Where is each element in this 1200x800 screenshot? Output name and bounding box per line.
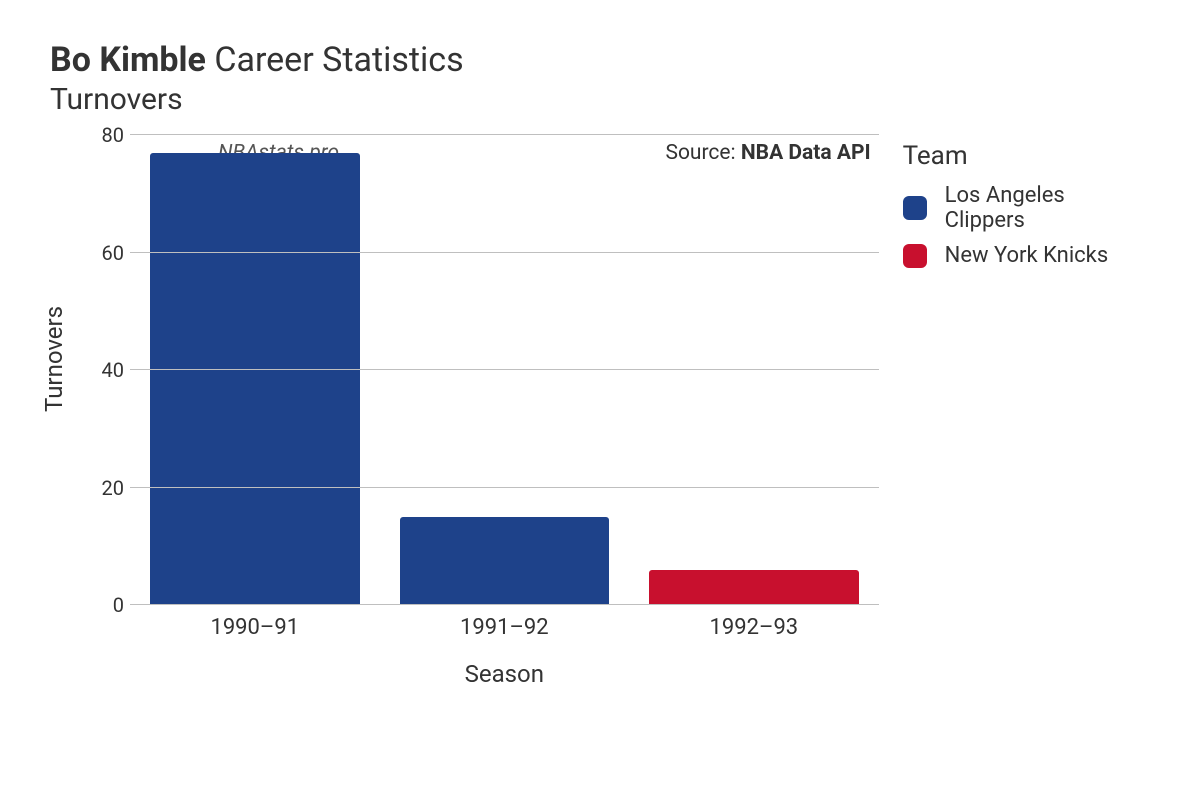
title-bold: Bo Kimble [50, 40, 206, 80]
chart-container: Bo Kimble Career Statistics Turnovers Tu… [0, 0, 1200, 800]
title-block: Bo Kimble Career Statistics Turnovers [50, 40, 1150, 117]
legend: Team Los Angeles Clippers New York Knicks [903, 141, 1150, 278]
gridline [130, 369, 879, 370]
legend-items: Los Angeles Clippers New York Knicks [903, 183, 1150, 268]
x-tick-label: 1991–92 [400, 615, 610, 640]
chart-wrap: Turnovers NBAstats.pro Source: NBA Data … [50, 135, 879, 688]
chart-row: Turnovers NBAstats.pro Source: NBA Data … [50, 135, 1150, 688]
chart-subtitle: Turnovers [50, 82, 1150, 117]
title-rest: Career Statistics [206, 40, 464, 80]
y-axis-title: Turnovers [40, 305, 68, 411]
x-tick-label: 1990–91 [150, 615, 360, 640]
x-axis-title: Season [130, 660, 879, 688]
gridline [130, 134, 879, 135]
x-axis: 1990–91 1991–92 1992–93 [130, 615, 879, 640]
legend-item: New York Knicks [903, 243, 1150, 268]
legend-item: Los Angeles Clippers [903, 183, 1150, 233]
chart-title: Bo Kimble Career Statistics [50, 40, 1150, 80]
y-tick-label: 80 [90, 123, 124, 147]
bar [150, 153, 360, 605]
y-tick-label: 0 [90, 593, 124, 617]
x-tick-label: 1992–93 [649, 615, 859, 640]
gridline [130, 604, 879, 605]
gridline [130, 252, 879, 253]
plot-area: NBAstats.pro Source: NBA Data API 020406… [130, 135, 879, 605]
gridline [130, 487, 879, 488]
bars-group [130, 135, 879, 605]
legend-label: Los Angeles Clippers [945, 183, 1150, 233]
y-tick-label: 20 [90, 476, 124, 500]
legend-title: Team [903, 141, 1150, 171]
y-tick-label: 60 [90, 241, 124, 265]
y-tick-label: 40 [90, 358, 124, 382]
legend-label: New York Knicks [945, 243, 1109, 268]
legend-swatch [903, 196, 927, 220]
bar [649, 570, 859, 605]
legend-swatch [903, 244, 927, 268]
bar [400, 517, 610, 605]
